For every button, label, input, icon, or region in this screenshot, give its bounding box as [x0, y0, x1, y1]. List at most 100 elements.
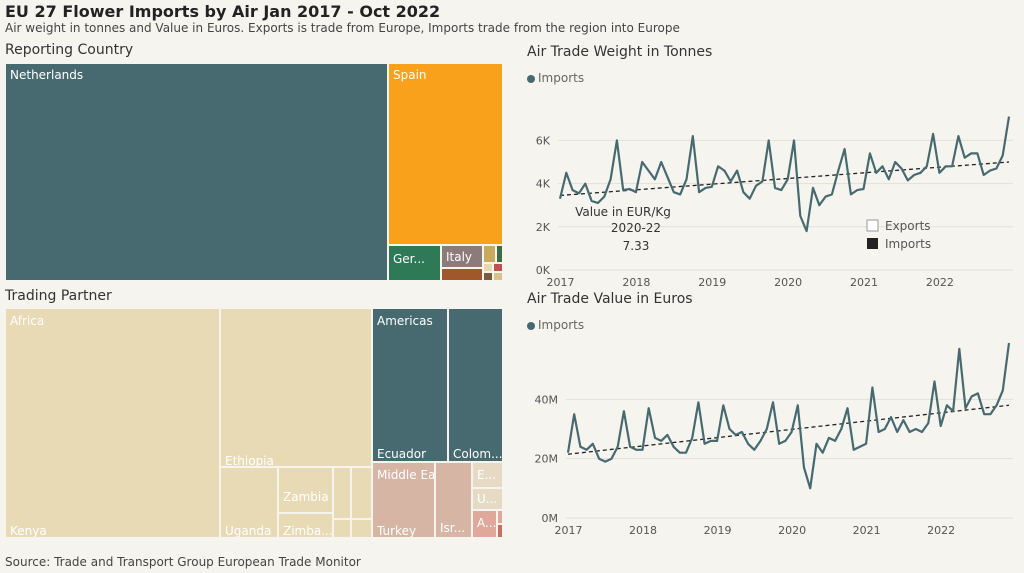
- data-point[interactable]: [858, 445, 862, 449]
- tile-uganda[interactable]: Uganda: [220, 467, 278, 538]
- data-point[interactable]: [771, 400, 775, 404]
- data-point[interactable]: [615, 138, 619, 142]
- tile-zimbabwe[interactable]: Zimba...: [278, 513, 333, 538]
- data-point[interactable]: [671, 445, 675, 449]
- data-point[interactable]: [786, 177, 790, 181]
- tile-small[interactable]: [493, 263, 503, 272]
- data-point[interactable]: [957, 347, 961, 351]
- data-point[interactable]: [566, 451, 570, 455]
- weight-legend[interactable]: Imports: [527, 71, 584, 85]
- data-point[interactable]: [659, 439, 663, 443]
- data-point[interactable]: [678, 451, 682, 455]
- data-point[interactable]: [627, 187, 631, 191]
- data-point[interactable]: [827, 436, 831, 440]
- tile-ethiopia[interactable]: Ethiopia: [220, 308, 372, 467]
- data-point[interactable]: [608, 177, 612, 181]
- data-point[interactable]: [591, 442, 595, 446]
- data-point[interactable]: [895, 430, 899, 434]
- data-point[interactable]: [849, 192, 853, 196]
- data-point[interactable]: [1001, 153, 1005, 157]
- data-point[interactable]: [734, 433, 738, 437]
- tile-small[interactable]: [496, 245, 503, 263]
- data-point[interactable]: [1007, 114, 1011, 118]
- data-point[interactable]: [765, 427, 769, 431]
- data-point[interactable]: [621, 188, 625, 192]
- data-point[interactable]: [740, 430, 744, 434]
- data-point[interactable]: [926, 421, 930, 425]
- data-point[interactable]: [709, 439, 713, 443]
- data-point[interactable]: [570, 188, 574, 192]
- data-point[interactable]: [901, 418, 905, 422]
- data-point[interactable]: [696, 400, 700, 404]
- data-point[interactable]: [870, 385, 874, 389]
- data-point[interactable]: [808, 486, 812, 490]
- data-point[interactable]: [678, 192, 682, 196]
- tile-small[interactable]: [333, 519, 351, 538]
- data-point[interactable]: [777, 442, 781, 446]
- imports-swatch-icon[interactable]: [867, 238, 878, 249]
- data-point[interactable]: [937, 171, 941, 175]
- data-point[interactable]: [754, 184, 758, 188]
- data-point[interactable]: [975, 151, 979, 155]
- data-point[interactable]: [861, 187, 865, 191]
- data-point[interactable]: [653, 177, 657, 181]
- data-point[interactable]: [684, 177, 688, 181]
- data-point[interactable]: [970, 394, 974, 398]
- data-point[interactable]: [899, 166, 903, 170]
- tile-spain[interactable]: Spain: [388, 63, 503, 245]
- data-point[interactable]: [710, 185, 714, 189]
- data-point[interactable]: [798, 214, 802, 218]
- data-point[interactable]: [883, 427, 887, 431]
- tile-colombia[interactable]: Colom...: [448, 308, 503, 462]
- data-point[interactable]: [729, 179, 733, 183]
- data-point[interactable]: [912, 173, 916, 177]
- data-point[interactable]: [893, 160, 897, 164]
- data-point[interactable]: [584, 448, 588, 452]
- data-point[interactable]: [950, 164, 954, 168]
- data-point[interactable]: [577, 191, 581, 195]
- data-point[interactable]: [988, 412, 992, 416]
- data-point[interactable]: [796, 403, 800, 407]
- data-point[interactable]: [779, 188, 783, 192]
- data-point[interactable]: [874, 171, 878, 175]
- data-point[interactable]: [918, 171, 922, 175]
- data-point[interactable]: [589, 199, 593, 203]
- data-point[interactable]: [702, 442, 706, 446]
- value-series-line[interactable]: [566, 342, 1011, 490]
- data-point[interactable]: [628, 445, 632, 449]
- data-point[interactable]: [564, 171, 568, 175]
- data-point[interactable]: [616, 445, 620, 449]
- data-point[interactable]: [684, 451, 688, 455]
- tile-small[interactable]: [333, 467, 351, 519]
- data-point[interactable]: [932, 379, 936, 383]
- data-point[interactable]: [988, 168, 992, 172]
- tile-netherlands[interactable]: Netherlands: [5, 63, 388, 281]
- data-point[interactable]: [982, 412, 986, 416]
- tile-small[interactable]: [497, 510, 503, 524]
- tile-small[interactable]: [441, 268, 483, 281]
- tile-small[interactable]: [493, 272, 503, 281]
- data-point[interactable]: [823, 194, 827, 198]
- data-point[interactable]: [939, 424, 943, 428]
- data-point[interactable]: [572, 412, 576, 416]
- data-point[interactable]: [839, 427, 843, 431]
- data-point[interactable]: [887, 177, 891, 181]
- tile-small[interactable]: [351, 467, 372, 519]
- weight-series-line[interactable]: [558, 116, 1011, 233]
- data-point[interactable]: [876, 430, 880, 434]
- data-point[interactable]: [804, 229, 808, 233]
- tile-germany[interactable]: Ger...: [388, 245, 441, 281]
- data-point[interactable]: [907, 430, 911, 434]
- data-point[interactable]: [868, 151, 872, 155]
- data-point[interactable]: [976, 391, 980, 395]
- data-point[interactable]: [748, 197, 752, 201]
- data-point[interactable]: [773, 186, 777, 190]
- data-point[interactable]: [647, 406, 651, 410]
- tile-turkey[interactable]: Middle East ... Turkey: [372, 462, 435, 538]
- data-point[interactable]: [767, 138, 771, 142]
- tile-small[interactable]: [497, 524, 503, 538]
- data-point[interactable]: [783, 439, 787, 443]
- data-point[interactable]: [622, 409, 626, 413]
- tile-small[interactable]: [351, 519, 372, 538]
- data-point[interactable]: [659, 160, 663, 164]
